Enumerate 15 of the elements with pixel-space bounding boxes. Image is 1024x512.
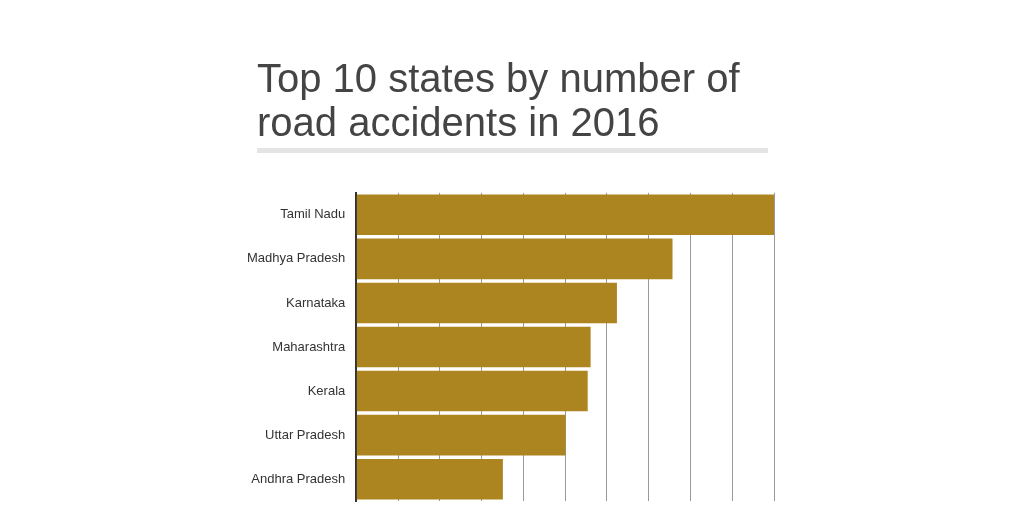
y-tick-label: Madhya Pradesh: [247, 250, 346, 266]
bar: [356, 326, 591, 368]
bar: [356, 194, 774, 236]
y-tick-label: Maharashtra: [272, 338, 347, 354]
bar: [356, 414, 566, 456]
bar: [356, 370, 588, 412]
bar: [356, 282, 617, 324]
y-tick-label: Uttar Pradesh: [265, 426, 346, 442]
y-tick-label: Karnataka: [286, 294, 347, 310]
y-tick-label: Tamil Nadu: [280, 206, 346, 222]
chart-title: Top 10 states by number of road accidents in 2016: [257, 56, 741, 144]
y-tick-label: Kerala: [307, 382, 347, 398]
bar: [356, 238, 673, 280]
y-tick-label: Andhra Pradesh: [251, 470, 346, 486]
bar: [356, 458, 503, 500]
